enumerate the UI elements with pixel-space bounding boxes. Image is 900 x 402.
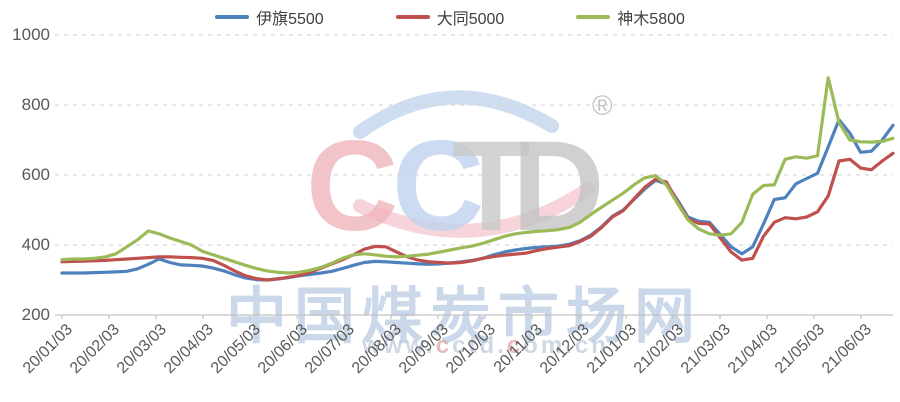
- chart-legend: 伊旗5500 大同5000 神木5800: [0, 5, 900, 29]
- legend-line-swatch-blue: [215, 15, 250, 19]
- watermark-url-segment: c: [506, 332, 524, 359]
- legend-item-datong5000: 大同5000: [395, 5, 505, 29]
- registered-trademark-icon: ®: [592, 90, 613, 121]
- logo-letter-c2: C: [392, 115, 484, 258]
- series-line-大同5000: [60, 151, 895, 282]
- series-line-神木5800: [60, 76, 895, 275]
- y-axis-label-800: 800: [21, 95, 50, 114]
- legend-line-swatch-green: [576, 15, 611, 19]
- watermark-url-segment: c: [435, 332, 453, 359]
- watermark-site-name: 中国煤炭市场网: [226, 282, 703, 350]
- legend-line-swatch-red: [395, 15, 430, 19]
- legend-label: 伊旗5500: [256, 11, 324, 28]
- logo-letter-c1: C: [306, 115, 398, 258]
- legend-label: 大同5000: [436, 11, 505, 28]
- watermark-url-segment: ctd.: [452, 332, 507, 359]
- y-axis-label-400: 400: [21, 235, 50, 254]
- y-axis-label-600: 600: [21, 165, 50, 184]
- logo-letter-d: D: [512, 115, 604, 258]
- watermark-url-segment: www.: [362, 332, 436, 359]
- grid-layer: [55, 34, 893, 319]
- logo-top-arc: [353, 90, 559, 139]
- y-axis-label-1000: 1000: [12, 25, 50, 44]
- legend-label: 神木5800: [617, 11, 685, 28]
- series-layer: [60, 76, 895, 282]
- logo-bottom-swoosh: [353, 182, 595, 238]
- legend-item-yiqi5500: 伊旗5500: [215, 5, 324, 29]
- legend-item-shenmu5800: 神木5800: [576, 5, 685, 29]
- watermark-url-segment: om.cn: [523, 332, 609, 359]
- y-axis-label-200: 200: [21, 305, 50, 324]
- watermark-site-url: www.cctd.com.cn: [362, 332, 609, 360]
